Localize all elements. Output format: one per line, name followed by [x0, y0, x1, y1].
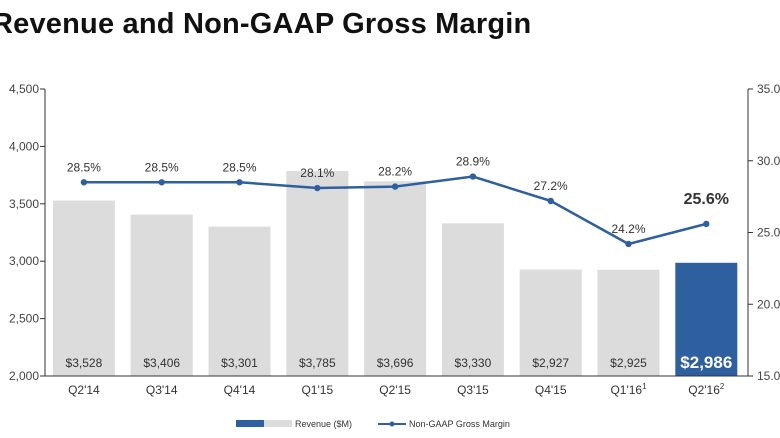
revenue-bar — [675, 262, 738, 376]
margin-point — [236, 179, 243, 186]
margin-point — [314, 184, 321, 192]
revenue-bar-label: $2,986 — [680, 353, 732, 372]
legend: Revenue ($M) Non-GAAP Gross Margin — [236, 419, 510, 429]
revenue-bar-label: $2,927 — [532, 356, 569, 370]
legend-label-margin: Non-GAAP Gross Margin — [409, 419, 510, 429]
margin-point — [391, 183, 399, 190]
margin-point-label: 28.5% — [222, 160, 256, 174]
left-axis-tick-label: 3,500 — [9, 197, 39, 211]
revenue-bar — [208, 226, 271, 376]
left-axis-tick-label: 4,000 — [9, 139, 39, 153]
margin-point-label: 28.5% — [67, 160, 101, 174]
revenue-bar-label: $3,406 — [143, 356, 180, 370]
revenue-bar — [286, 171, 349, 376]
x-axis-tick-label: Q2'14 — [68, 383, 100, 397]
revenue-bar — [597, 269, 660, 376]
revenue-bar — [364, 181, 427, 376]
margin-point-label: 28.2% — [378, 165, 412, 179]
right-axis-tick-label: 30.0 — [757, 154, 780, 168]
chart-title: Revenue and Non-GAAP Gross Margin — [0, 8, 532, 40]
revenue-bar-label: $3,696 — [377, 356, 414, 370]
revenue-bar — [519, 269, 582, 376]
margin-point — [469, 173, 477, 180]
revenue-bar-label: $2,925 — [610, 356, 647, 370]
legend-swatch-revenue — [264, 420, 292, 427]
left-axis-tick-label: 3,000 — [9, 254, 39, 268]
revenue-bar — [441, 223, 504, 376]
x-axis-tick-label: Q3'14 — [146, 383, 178, 397]
x-axis-tick-label: Q4'15 — [535, 383, 567, 397]
x-axis-tick-label: Q4'14 — [224, 383, 256, 397]
x-axis-tick-label: Q2'162 — [688, 382, 725, 397]
x-axis-tick-label: Q1'15 — [301, 383, 333, 397]
right-axis-tick-label: 15.0 — [757, 369, 780, 383]
right-axis-tick-label: 20.0 — [757, 297, 780, 311]
right-axis: 15.0 20.0 25.0 30.0 35.0 — [747, 82, 780, 383]
right-axis-tick-label: 35.0 — [757, 82, 780, 96]
margin-point-label: 24.2% — [611, 222, 645, 236]
margin-point-label: 28.9% — [456, 155, 490, 169]
margin-point-label: 27.2% — [534, 179, 568, 193]
left-axis-tick-label: 4,500 — [9, 82, 39, 96]
margin-point-label: 28.5% — [145, 160, 179, 174]
margin-point — [158, 179, 165, 186]
legend-label-revenue: Revenue ($M) — [295, 419, 352, 429]
margin-point — [80, 179, 88, 186]
left-axis-tick-label: 2,000 — [9, 369, 39, 383]
revenue-bar — [130, 214, 193, 376]
revenue-bars: $3,528 $3,406 $3,301 $3,785 $3,696 $3,330 $2,9… — [52, 171, 738, 376]
x-axis-tick-label: Q2'15 — [379, 383, 411, 397]
margin-point-label: 25.6% — [684, 191, 729, 208]
legend-swatch-margin-marker — [389, 421, 395, 427]
x-axis-tick-label: Q3'15 — [457, 383, 489, 397]
left-axis-tick-label: 2,500 — [9, 312, 39, 326]
margin-line: 28.5% 28.5% 28.5% 28.1% 28.2% 28.9% 27.2% 24.2%… — [67, 155, 729, 248]
revenue-bar — [52, 200, 115, 376]
x-axis: Q2'14 Q3'14 Q4'14 Q1'15 Q2'15 Q3'15 Q4'15 Q1'16… — [45, 375, 748, 397]
revenue-bar-label: $3,528 — [66, 356, 103, 370]
revenue-bar-label: $3,330 — [455, 356, 492, 370]
margin-point — [625, 240, 632, 248]
revenue-bar-label: $3,301 — [221, 356, 258, 370]
margin-point — [547, 197, 554, 205]
legend-swatch-highlight — [236, 420, 264, 427]
right-axis-tick-label: 25.0 — [757, 226, 780, 240]
x-axis-tick-label: Q1'161 — [610, 382, 647, 397]
margin-point — [703, 220, 710, 228]
left-axis: 2,000 2,500 3,000 3,500 4,000 4,500 — [9, 82, 46, 383]
revenue-bar-label: $3,785 — [299, 356, 336, 370]
margin-point-label: 28.1% — [300, 166, 334, 180]
